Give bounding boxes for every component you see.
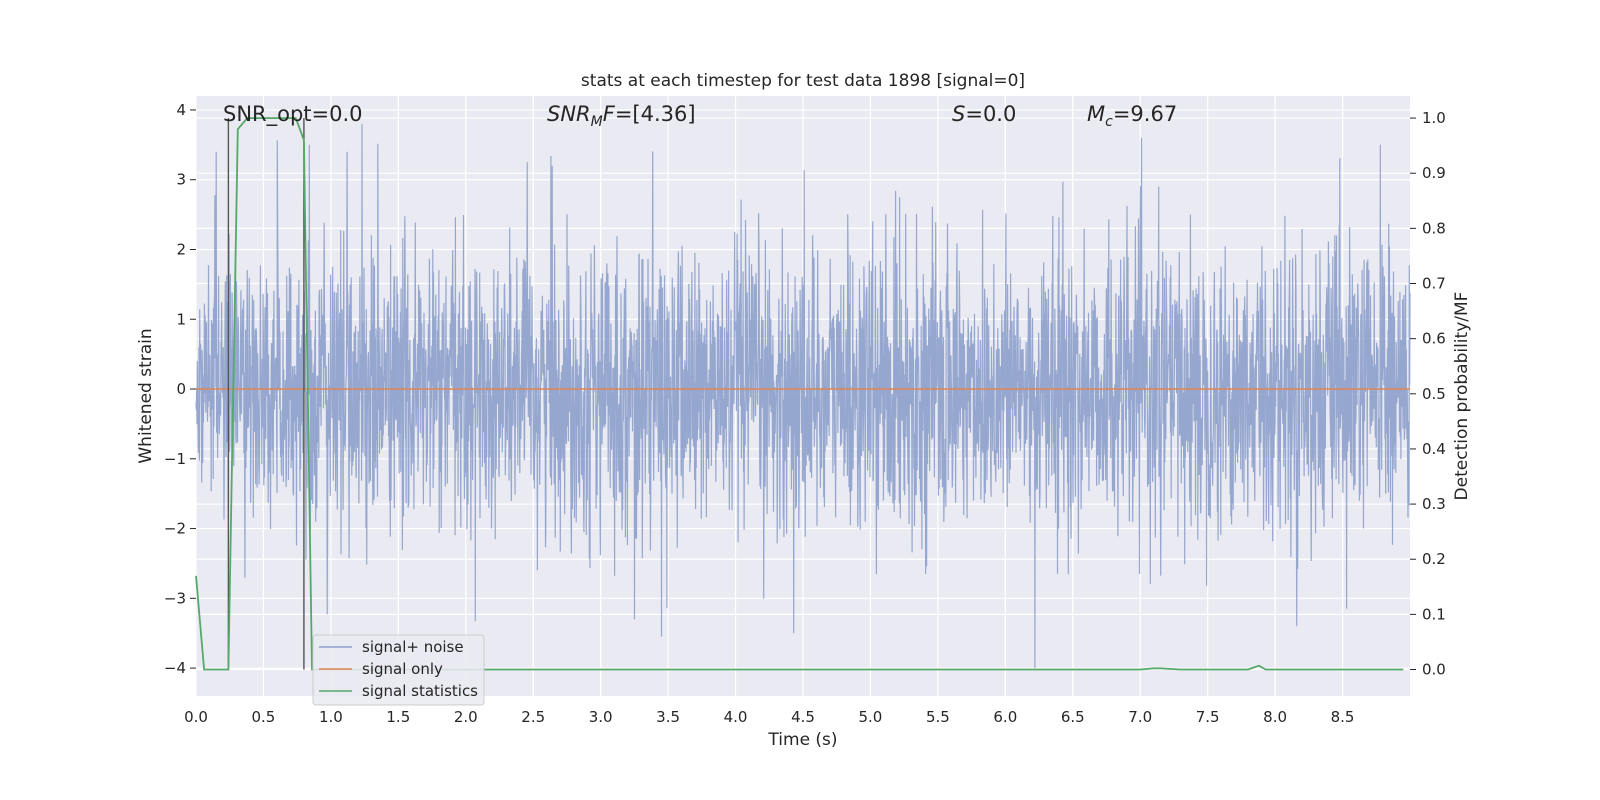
x-tick-label: 3.5: [656, 708, 680, 726]
y-right-tick-label: 0.8: [1422, 219, 1446, 237]
y-right-tick-label: 0.6: [1422, 330, 1446, 348]
y-right-tick-label: 1.0: [1422, 109, 1446, 127]
x-tick-label: 7.5: [1196, 708, 1220, 726]
y-tick-label: −2: [164, 520, 186, 538]
x-tick-label: 0.0: [184, 708, 208, 726]
x-tick-label: 6.0: [993, 708, 1017, 726]
x-tick-label: 5.5: [926, 708, 950, 726]
y-tick-label: −1: [164, 450, 186, 468]
x-tick-label: 0.5: [252, 708, 276, 726]
y-tick-label: 0: [176, 380, 186, 398]
legend: signal+ noise signal only signal statist…: [312, 634, 485, 706]
x-tick-label: 5.0: [859, 708, 883, 726]
signal-plus-noise-line: [195, 123, 1411, 669]
x-tick-label: 8.0: [1263, 708, 1287, 726]
x-tick-label: 8.5: [1331, 708, 1355, 726]
axes: 0.0 0.5 1.0 1.5 2.0 2.5 3.0 3.5 4.0 4.5 5.0 5.5 6.0 6…: [164, 101, 1446, 726]
x-tick-label: 4.0: [724, 708, 748, 726]
x-tick-label: 7.0: [1128, 708, 1152, 726]
legend-label-signal-only: signal only: [362, 660, 443, 678]
y-tick-label: 4: [176, 101, 186, 119]
y-right-tick-label: 0.1: [1422, 605, 1446, 623]
y-right-tick-label: 0.0: [1422, 661, 1446, 679]
annotation-2: S=0.0: [952, 102, 1016, 126]
y-right-tick-label: 0.5: [1422, 385, 1446, 403]
y-tick-label: −3: [164, 589, 186, 607]
vertical-markers: [227, 118, 305, 670]
y-right-tick-label: 0.3: [1422, 495, 1446, 513]
x-axis-label: Time (s): [767, 730, 837, 750]
y-right-tick-label: 0.7: [1422, 275, 1446, 293]
x-tick-label: 1.0: [319, 708, 343, 726]
y-axis-label: Whitened strain: [136, 328, 156, 463]
annotations: SNR_opt=0.0 SNRMF=[4.36] S=0.0 Mc=9.67: [223, 102, 1177, 130]
y-tick-label: 1: [176, 310, 186, 328]
annotation-0: SNR_opt=0.0: [223, 102, 363, 127]
y-right-tick-label: 0.2: [1422, 550, 1446, 568]
annotation-3: Mc=9.67: [1087, 102, 1177, 130]
x-tick-label: 4.5: [791, 708, 815, 726]
y-tick-label: −4: [164, 659, 186, 677]
annotation-1: SNRMF=[4.36]: [547, 102, 696, 130]
legend-label-signal-plus-noise: signal+ noise: [362, 638, 464, 656]
y-right-tick-label: 0.4: [1422, 440, 1446, 458]
x-tick-label: 2.0: [454, 708, 478, 726]
x-tick-label: 3.0: [589, 708, 613, 726]
chart-title: stats at each timestep for test data 189…: [581, 71, 1025, 91]
y-axis-right-label: Detection probability/MF: [1452, 292, 1472, 501]
x-tick-label: 2.5: [521, 708, 545, 726]
y-tick-label: 2: [176, 240, 186, 258]
y-right-tick-label: 0.9: [1422, 164, 1446, 182]
legend-label-signal-statistics: signal statistics: [362, 682, 478, 700]
legend-box: [312, 634, 485, 706]
x-tick-label: 1.5: [386, 708, 410, 726]
y-tick-label: 3: [176, 171, 186, 189]
series-signal-plus-noise: [195, 123, 1411, 669]
x-tick-label: 6.5: [1061, 708, 1085, 726]
